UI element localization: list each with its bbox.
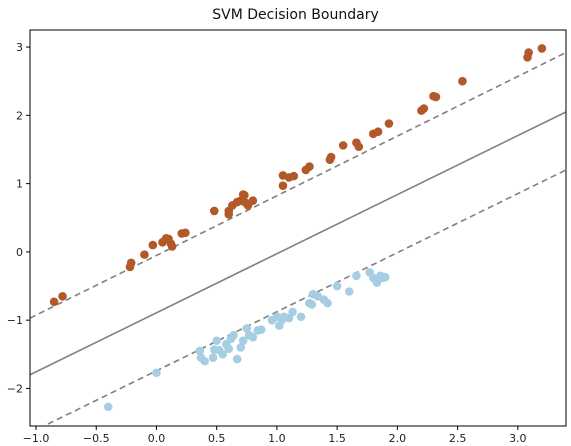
y-tick-label: 2 <box>16 109 23 122</box>
x-tick-label: 0.5 <box>208 432 226 445</box>
lower-class-point <box>248 332 258 342</box>
margin-line-1 <box>30 51 566 319</box>
lower-class-point <box>332 281 342 291</box>
y-tick-label: 0 <box>16 246 23 259</box>
upper-class-point <box>148 240 158 250</box>
upper-class-point <box>338 141 348 150</box>
lower-class-point <box>212 336 221 345</box>
lower-class-point <box>103 402 113 412</box>
x-tick-label: −1.0 <box>23 432 50 445</box>
decision-lines <box>30 51 566 426</box>
y-tick-label: −2 <box>7 382 23 395</box>
lower-class-point <box>218 350 228 359</box>
upper-class-point <box>248 196 258 205</box>
lower-class-point <box>288 307 297 317</box>
upper-class-point <box>126 258 136 268</box>
lower-class-point <box>195 346 205 356</box>
x-tick-label: 2.0 <box>389 432 407 445</box>
lower-class-point <box>232 354 242 364</box>
upper-class-point <box>419 104 429 113</box>
lower-class-point <box>208 353 218 363</box>
chart-title: SVM Decision Boundary <box>212 7 378 23</box>
lower-class-point <box>200 356 209 366</box>
upper-class-point <box>537 44 547 53</box>
x-tick-label: 2.5 <box>449 432 467 445</box>
x-tick-label: 3.0 <box>509 432 527 445</box>
decision-boundary-line <box>30 111 566 376</box>
upper-class-point <box>278 181 288 190</box>
lower-class-point <box>372 278 382 287</box>
axis-ticks: −1.0 −0.5 0.0 0.5 1.0 1.5 2.0 2.5 3.0 −2 −1 0 1 2 3 <box>7 41 527 445</box>
lower-class-point <box>152 368 161 378</box>
lower-class-point <box>224 344 234 354</box>
upper-class-point <box>326 152 336 162</box>
upper-class-point <box>373 127 383 137</box>
upper-class-point <box>305 162 314 171</box>
upper-class-point <box>49 297 59 307</box>
upper-class-point <box>431 92 441 102</box>
upper-class-point <box>181 228 190 238</box>
scatter-points <box>49 44 547 412</box>
margin-line-2 <box>42 169 566 426</box>
upper-class-point <box>209 206 219 216</box>
y-tick-label: 3 <box>16 41 23 54</box>
lower-class-point <box>344 287 354 296</box>
upper-class-point <box>140 250 149 259</box>
upper-class-point <box>524 48 533 57</box>
lower-class-point <box>242 324 252 333</box>
lower-class-point <box>352 271 361 281</box>
x-tick-label: 0.0 <box>148 432 166 445</box>
upper-class-point <box>354 142 364 152</box>
lower-class-point <box>307 300 317 309</box>
lower-class-point <box>236 343 246 352</box>
upper-class-point <box>289 171 299 181</box>
upper-class-point <box>458 76 467 86</box>
x-tick-label: −0.5 <box>83 432 110 445</box>
y-tick-label: 1 <box>16 178 23 191</box>
lower-class-point <box>256 325 266 335</box>
lower-class-point <box>381 272 390 282</box>
upper-class-point <box>58 291 67 301</box>
lower-class-point <box>323 298 332 308</box>
upper-class-point <box>167 242 177 251</box>
y-tick-label: −1 <box>7 314 23 327</box>
x-tick-label: 1.0 <box>268 432 286 445</box>
plot-frame <box>29 29 567 427</box>
lower-class-point <box>229 330 238 340</box>
upper-class-point <box>384 119 394 128</box>
x-tick-label: 1.5 <box>328 432 346 445</box>
lower-class-point <box>296 312 306 322</box>
lower-class-point <box>238 336 248 345</box>
upper-class-point <box>240 190 249 200</box>
